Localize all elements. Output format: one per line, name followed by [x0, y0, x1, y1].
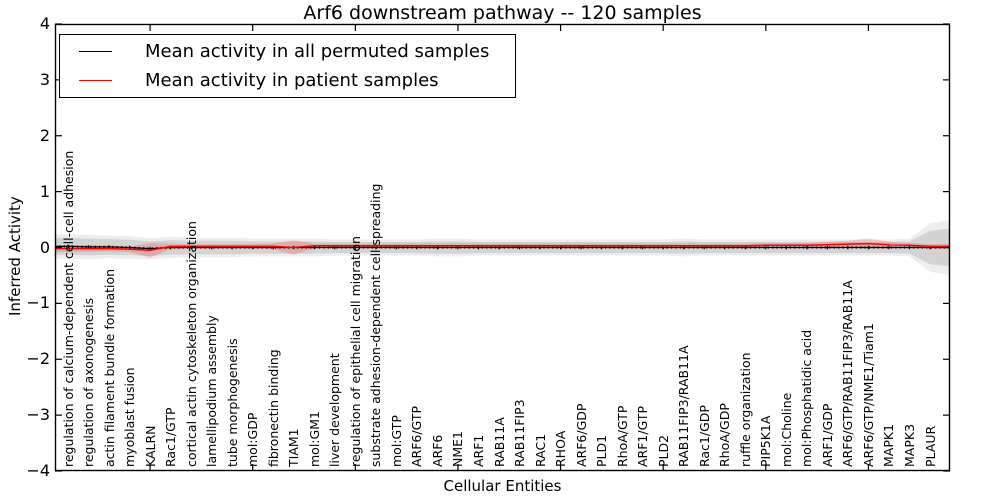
- y-tick-label: 4: [39, 14, 50, 33]
- x-tick-label: RAC1: [532, 433, 548, 467]
- y-tick-label: 2: [39, 125, 50, 145]
- legend: Mean activity in all permuted samples Me…: [59, 34, 516, 98]
- x-axis-label: Cellular Entities: [443, 477, 562, 495]
- x-tick-label: actin filament bundle formation: [101, 268, 117, 467]
- x-tick-label: Rac1/GDP: [696, 405, 712, 467]
- y-tick-label: −1: [26, 293, 50, 313]
- x-tick-label: MAPK1: [881, 423, 897, 467]
- legend-label: Mean activity in patient samples: [145, 70, 439, 92]
- x-tick-label: RAB11A: [491, 417, 507, 467]
- x-tick-label: PLD1: [594, 434, 610, 467]
- y-tick-label: −4: [26, 461, 50, 480]
- y-tick-label: 0: [39, 237, 50, 257]
- y-tick-label: 3: [39, 69, 50, 89]
- x-tick-label: ARF6/GTP: [409, 405, 425, 467]
- x-tick-label: ARF1/GTP: [635, 405, 651, 467]
- patient-mean-line: [55, 242, 950, 252]
- legend-label: Mean activity in all permuted samples: [145, 40, 490, 62]
- x-tick-label: ARF6/GTP/NME1/Tiam1: [860, 323, 876, 467]
- chart-title: Arf6 downstream pathway -- 120 samples: [303, 2, 702, 24]
- x-tick-label: mol:Phosphatidic acid: [799, 329, 815, 467]
- x-tick-label: substrate adhesion-dependent cell spread…: [368, 183, 384, 467]
- y-tick-label: −3: [26, 405, 50, 425]
- x-tick-label: cortical actin cytoskeleton organization: [183, 221, 199, 467]
- x-tick-label: regulation of axonogenesis: [81, 297, 97, 467]
- x-tick-label: RAB11FIP3: [512, 399, 528, 467]
- x-tick-label: regulation of calcium-dependent cell-cel…: [60, 150, 76, 467]
- y-tick-label: 1: [39, 181, 50, 201]
- x-tick-label: PLD2: [655, 434, 671, 467]
- x-tick-label: mol:Choline: [778, 392, 794, 467]
- y-axis-label: Inferred Activity: [6, 196, 24, 316]
- x-tick-label: tube morphogenesis: [224, 338, 240, 467]
- x-tick-label: RhoA/GTP: [614, 405, 630, 467]
- x-tick-label: mol:GDP: [245, 412, 261, 467]
- x-tick-label: PLAUR: [922, 425, 938, 467]
- x-tick-label: MAPK3: [901, 423, 917, 467]
- x-tick-label: RAB11FIP3/RAB11A: [676, 345, 692, 467]
- legend-item-patient: Mean activity in patient samples: [60, 68, 515, 94]
- x-tick-label: mol:GM1: [306, 411, 322, 467]
- x-tick-label: mol:GTP: [388, 415, 404, 467]
- x-tick-label: RHOA: [553, 430, 569, 467]
- x-tick-label: ARF6/GTP/RAB11FIP3/RAB11A: [840, 280, 856, 467]
- x-tick-label: Rac1/GTP: [163, 407, 179, 467]
- x-tick-label: KALRN: [142, 425, 158, 467]
- x-tick-label: liver development: [327, 353, 343, 467]
- x-tick-label: regulation of epithelial cell migration: [347, 236, 363, 467]
- x-tick-label: ARF6: [429, 434, 445, 467]
- x-tick-label: ARF1/GDP: [819, 403, 835, 467]
- x-tick-label: RhoA/GDP: [717, 403, 733, 467]
- axis-ticks: [55, 23, 950, 472]
- y-tick-label: −2: [26, 349, 50, 369]
- x-tick-label: ARF6/GDP: [573, 403, 589, 467]
- x-tick-label: lamellipodium assembly: [204, 315, 220, 467]
- legend-item-permuted: Mean activity in all permuted samples: [60, 38, 515, 64]
- x-tick-label: PIP5K1A: [758, 415, 774, 467]
- x-tick-label: TIAM1: [286, 428, 302, 467]
- x-tick-label: ruffle organization: [737, 352, 753, 467]
- x-tick-label: ARF1: [470, 434, 486, 467]
- legend-line-sample-red: [79, 80, 112, 82]
- legend-line-sample-black: [79, 50, 112, 52]
- x-tick-label: NME1: [450, 431, 466, 467]
- x-tick-label: fibronectin binding: [265, 349, 281, 467]
- x-tick-label: myoblast fusion: [122, 367, 138, 467]
